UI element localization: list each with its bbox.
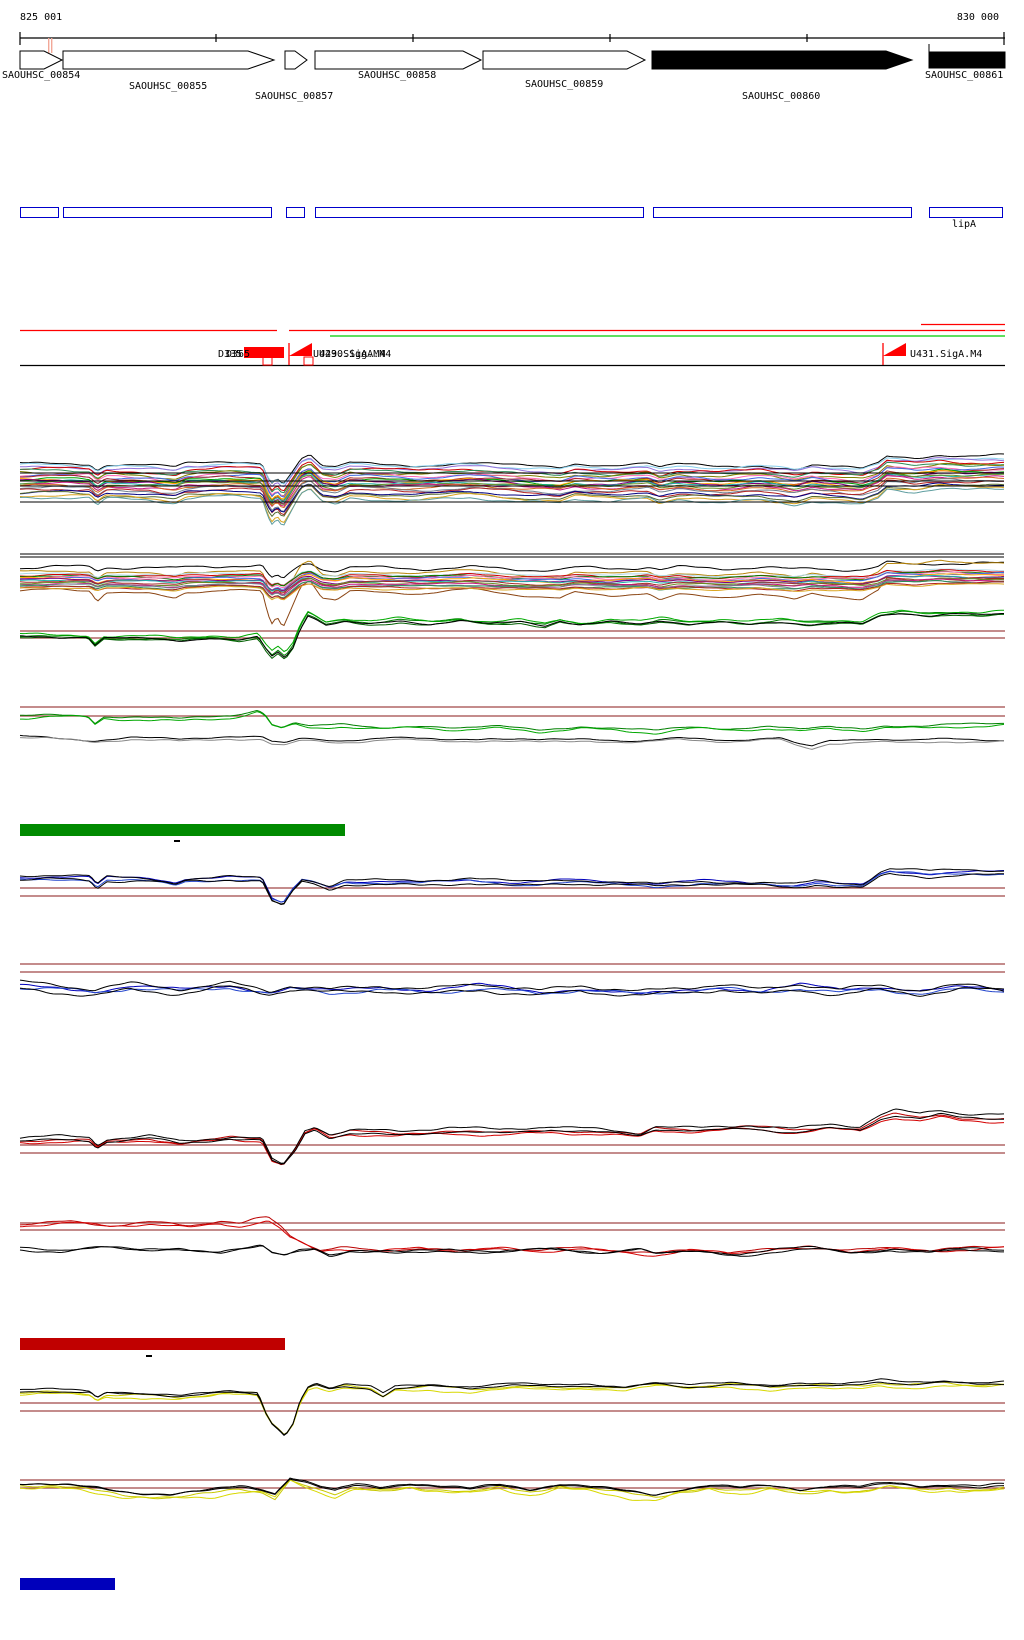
track-line-red-condition-2 xyxy=(19,1216,1005,1254)
track-line-all-conditions xyxy=(19,471,1004,505)
track-line-all-conditions-2 xyxy=(20,571,1005,589)
track-line-all-conditions-2 xyxy=(19,575,1004,593)
tss-label: U430.SigA.M4 xyxy=(319,349,391,360)
track-line-all-conditions-2 xyxy=(19,569,1004,586)
track-line-green-condition xyxy=(20,610,1004,657)
track-line-all-conditions xyxy=(19,472,1005,506)
track-line-all-conditions xyxy=(19,479,1004,516)
track-line-yellow-condition xyxy=(19,1381,1005,1435)
track-line-blue-condition xyxy=(19,870,1004,903)
track-line-green-condition xyxy=(19,612,1004,658)
track-line-all-conditions-2 xyxy=(19,560,1005,579)
track-line-yellow-condition xyxy=(19,1383,1005,1436)
gene-label: SAOUHSC_00857 xyxy=(255,91,334,102)
track-line-green-condition-2 xyxy=(20,709,1004,731)
gene-arrow[interactable] xyxy=(19,50,64,70)
track-line-yellow-condition-2 xyxy=(20,1479,1005,1501)
transcript-box[interactable] xyxy=(653,207,912,218)
transcript-box[interactable] xyxy=(63,207,272,218)
abundance-bar[interactable] xyxy=(20,1578,115,1590)
tss-label: U429.SigA.M4 xyxy=(313,349,385,360)
gene-arrow[interactable] xyxy=(482,50,647,70)
gene-arrow[interactable] xyxy=(284,50,308,70)
tss-label-highlight xyxy=(244,347,284,358)
track-line-green-condition xyxy=(19,609,1004,653)
track-line-all-conditions xyxy=(19,483,1005,524)
gene-label: SAOUHSC_00858 xyxy=(358,70,437,81)
gene-arrow[interactable] xyxy=(314,50,483,70)
cursor-mark xyxy=(48,38,50,53)
track-line-green-condition-2 xyxy=(20,711,1005,735)
gene-label: SAOUHSC_00860 xyxy=(742,91,821,102)
tss-flag[interactable] xyxy=(289,343,312,356)
cursor-mark xyxy=(51,38,53,53)
transcript-box[interactable] xyxy=(929,207,1003,218)
abundance-bar[interactable] xyxy=(20,1338,285,1350)
track-line-all-conditions-2 xyxy=(19,568,1004,586)
track-line-green-condition-2 xyxy=(19,734,1005,747)
track-line-red-condition xyxy=(19,1112,1005,1165)
track-line-green-condition-2 xyxy=(19,737,1005,750)
track-line-all-conditions xyxy=(20,468,1005,502)
track-line-red-condition xyxy=(19,1108,1005,1164)
track-line-blue-condition-2 xyxy=(19,985,1005,997)
track-line-all-conditions xyxy=(19,482,1005,513)
ruler-start-label: 825 001 xyxy=(20,12,63,23)
track-line-all-conditions xyxy=(20,457,1005,488)
track-line-yellow-condition-2 xyxy=(19,1478,1005,1496)
track-line-blue-condition xyxy=(19,872,1005,905)
tss-flag[interactable] xyxy=(883,343,906,356)
track-line-yellow-condition-2 xyxy=(19,1479,1005,1502)
bar-tick xyxy=(146,1355,152,1357)
tss-marker-box xyxy=(303,356,314,366)
track-line-yellow-condition xyxy=(19,1378,1005,1436)
track-line-red-condition-2 xyxy=(19,1220,1005,1257)
transcript-box[interactable] xyxy=(315,207,644,218)
track-line-red-condition-2 xyxy=(19,1244,1005,1257)
track-line-blue-condition-2 xyxy=(19,979,1005,993)
ruler-end-label: 830 000 xyxy=(956,12,999,23)
track-line-green-condition xyxy=(19,613,1005,660)
lipa-label: lipA xyxy=(952,219,977,230)
abundance-bar[interactable] xyxy=(20,824,345,836)
gene-arrow[interactable] xyxy=(651,50,914,70)
track-line-red-condition xyxy=(19,1115,1005,1165)
track-line-all-conditions-2 xyxy=(19,581,1004,600)
track-line-all-conditions-2 xyxy=(19,576,1005,594)
gene-label: SAOUHSC_00859 xyxy=(525,79,604,90)
bar-tick xyxy=(174,840,180,842)
track-line-all-conditions xyxy=(19,487,1005,526)
track-line-all-conditions-2 xyxy=(19,583,1005,601)
track-line-yellow-condition xyxy=(19,1381,1005,1436)
gene-label: SAOUHSC_00854 xyxy=(2,70,81,81)
transcript-box[interactable] xyxy=(20,207,59,218)
tss-label: U431.SigA.M4 xyxy=(910,349,982,360)
track-line-all-conditions xyxy=(19,453,1005,484)
transcript-box[interactable] xyxy=(286,207,305,218)
track-line-red-condition-2 xyxy=(19,1245,1004,1256)
tss-label: D335 xyxy=(218,349,242,360)
track-line-all-conditions xyxy=(19,457,1005,485)
track-line-all-conditions-2 xyxy=(19,573,1004,592)
gene-label: SAOUHSC_00861 xyxy=(925,70,1004,81)
tss-label: D365 xyxy=(226,349,250,360)
track-line-all-conditions xyxy=(19,483,1005,518)
track-line-blue-condition-2 xyxy=(19,986,1005,995)
gene-label: SAOUHSC_00855 xyxy=(129,81,208,92)
track-line-all-conditions xyxy=(19,476,1005,509)
track-line-all-conditions-2 xyxy=(19,577,1005,627)
gene-arrow[interactable] xyxy=(62,50,276,70)
track-line-red-condition xyxy=(19,1112,1005,1166)
gene-arrow[interactable] xyxy=(928,51,1006,69)
tss-marker-box xyxy=(262,356,273,366)
